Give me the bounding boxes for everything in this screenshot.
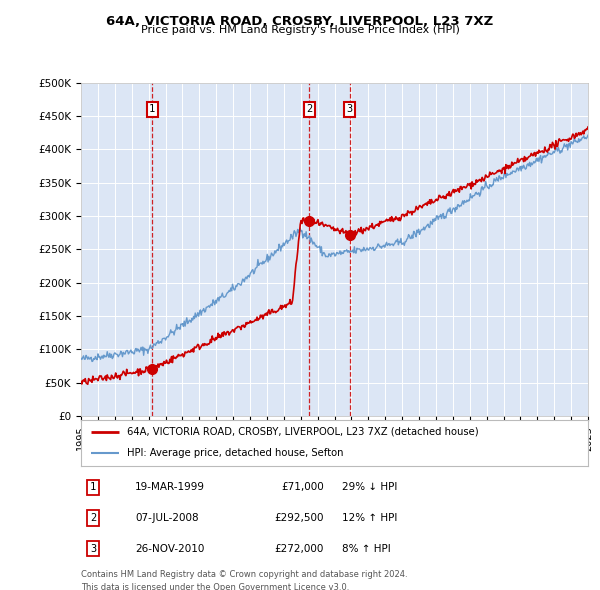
- Text: 07-JUL-2008: 07-JUL-2008: [135, 513, 199, 523]
- Text: 3: 3: [347, 104, 353, 114]
- Text: 3: 3: [90, 544, 96, 553]
- Text: 1: 1: [149, 104, 155, 114]
- Text: 19-MAR-1999: 19-MAR-1999: [135, 483, 205, 492]
- Text: 2: 2: [307, 104, 313, 114]
- Text: Price paid vs. HM Land Registry's House Price Index (HPI): Price paid vs. HM Land Registry's House …: [140, 25, 460, 35]
- Text: HPI: Average price, detached house, Sefton: HPI: Average price, detached house, Seft…: [127, 448, 343, 458]
- Text: Contains HM Land Registry data © Crown copyright and database right 2024.: Contains HM Land Registry data © Crown c…: [81, 570, 407, 579]
- Text: 12% ↑ HPI: 12% ↑ HPI: [342, 513, 397, 523]
- Text: This data is licensed under the Open Government Licence v3.0.: This data is licensed under the Open Gov…: [81, 583, 349, 590]
- Text: 26-NOV-2010: 26-NOV-2010: [135, 544, 205, 553]
- Text: 2: 2: [90, 513, 96, 523]
- Text: £272,000: £272,000: [275, 544, 324, 553]
- Text: 1: 1: [90, 483, 96, 492]
- Text: 64A, VICTORIA ROAD, CROSBY, LIVERPOOL, L23 7XZ (detached house): 64A, VICTORIA ROAD, CROSBY, LIVERPOOL, L…: [127, 427, 478, 437]
- Text: 64A, VICTORIA ROAD, CROSBY, LIVERPOOL, L23 7XZ: 64A, VICTORIA ROAD, CROSBY, LIVERPOOL, L…: [106, 15, 494, 28]
- Text: 8% ↑ HPI: 8% ↑ HPI: [342, 544, 391, 553]
- Text: £292,500: £292,500: [275, 513, 324, 523]
- Text: 29% ↓ HPI: 29% ↓ HPI: [342, 483, 397, 492]
- Text: £71,000: £71,000: [281, 483, 324, 492]
